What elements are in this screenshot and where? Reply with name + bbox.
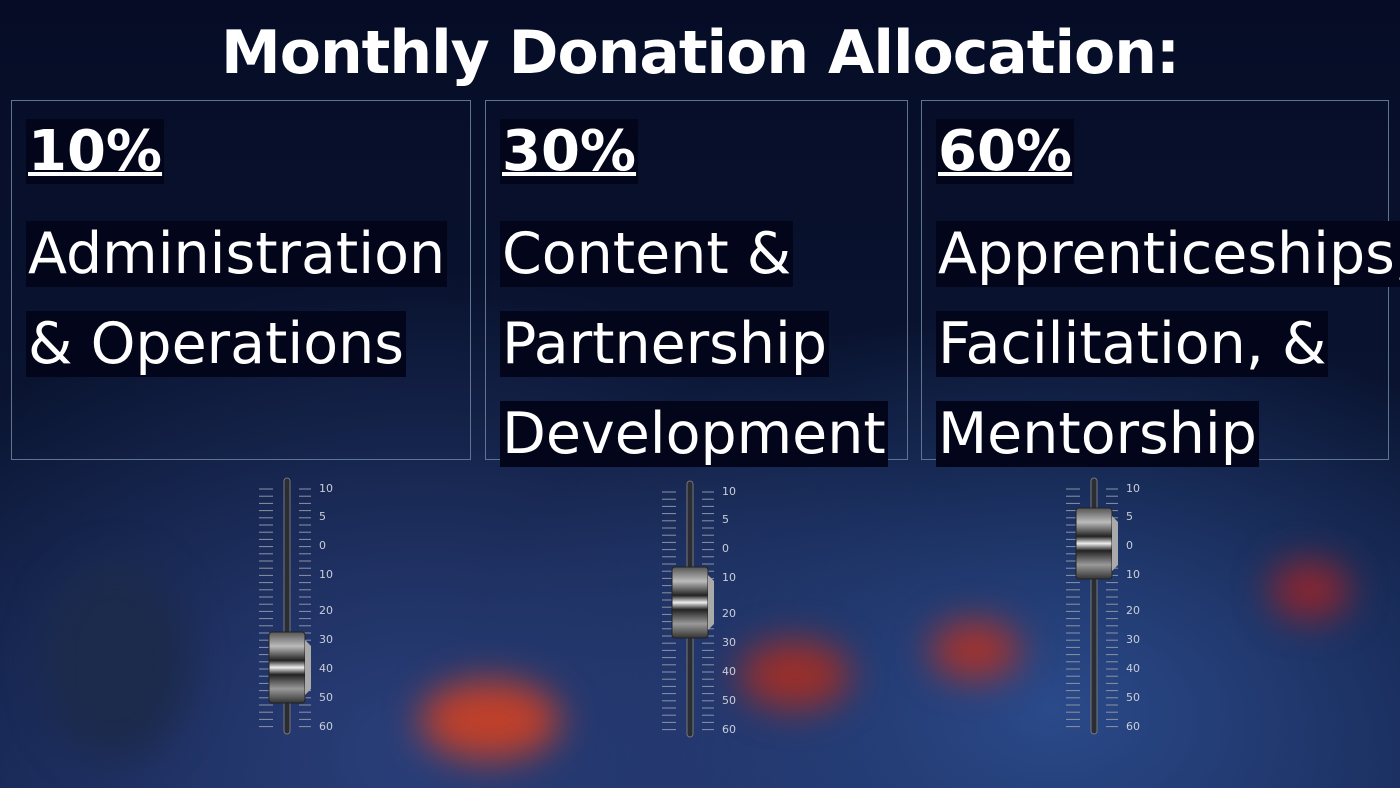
background-blur (1270, 560, 1350, 620)
scale-label: 30 (319, 633, 333, 646)
scale-label: 40 (722, 665, 736, 678)
scale-label: 5 (722, 513, 729, 526)
fader-knob (671, 566, 709, 639)
label-line: Administration (26, 221, 448, 287)
scale-label: 50 (1126, 691, 1140, 704)
scale-label: 5 (319, 510, 326, 523)
label: Content & Partnership Development (500, 209, 888, 479)
scale-label: 30 (722, 636, 736, 649)
label-line: Content & (500, 221, 794, 287)
label-line: Apprenticeships, (936, 221, 1400, 287)
background-blur (930, 620, 1020, 680)
label-line: Partnership (500, 311, 829, 377)
card: 60% Apprenticeships, Facilitation, & Mento… (921, 100, 1400, 467)
scale-label: 20 (1126, 604, 1140, 617)
scale-label: 50 (319, 691, 333, 704)
card: 10% Administration & Operations (11, 100, 471, 460)
scale-label: 40 (319, 662, 333, 675)
label: Apprenticeships, Facilitation, & Mentorshi… (936, 209, 1400, 479)
fader-knob (268, 631, 306, 704)
background-blur (420, 680, 560, 760)
scale-label: 20 (319, 604, 333, 617)
scale-label: 0 (722, 542, 729, 555)
scale-label: 50 (722, 694, 736, 707)
scale-label: 10 (319, 482, 333, 495)
scale-label: 60 (319, 720, 333, 733)
fader-knob-grip (708, 575, 714, 630)
scale-label: 10 (1126, 568, 1140, 581)
scale-label: 20 (722, 607, 736, 620)
percent: 10% (26, 119, 165, 184)
scale-label: 30 (1126, 633, 1140, 646)
card: 30% Content & Partnership Development (485, 100, 908, 467)
percent: 30% (500, 119, 639, 184)
label-line: & Operations (26, 311, 406, 377)
scale-label: 60 (722, 723, 736, 736)
label-line: Facilitation, & (936, 311, 1329, 377)
scale-label: 5 (1126, 510, 1133, 523)
label-line: Development (500, 401, 888, 467)
scale-label: 0 (319, 539, 326, 552)
background-blur (740, 640, 850, 710)
label: Administration & Operations (26, 209, 448, 389)
title: Monthly Donation Allocation: (221, 18, 1180, 88)
scale-label: 40 (1126, 662, 1140, 675)
percent: 60% (936, 119, 1075, 184)
fader-knob-grip (1112, 516, 1118, 571)
background-blur (40, 560, 190, 760)
scale-label: 10 (319, 568, 333, 581)
scale-label: 10 (722, 571, 736, 584)
scale-label: 10 (722, 485, 736, 498)
scale-label: 10 (1126, 482, 1140, 495)
scale-label: 0 (1126, 539, 1133, 552)
fader-knob (1075, 507, 1113, 580)
fader-knob-grip (305, 640, 311, 695)
label-line: Mentorship (936, 401, 1259, 467)
scale-label: 60 (1126, 720, 1140, 733)
